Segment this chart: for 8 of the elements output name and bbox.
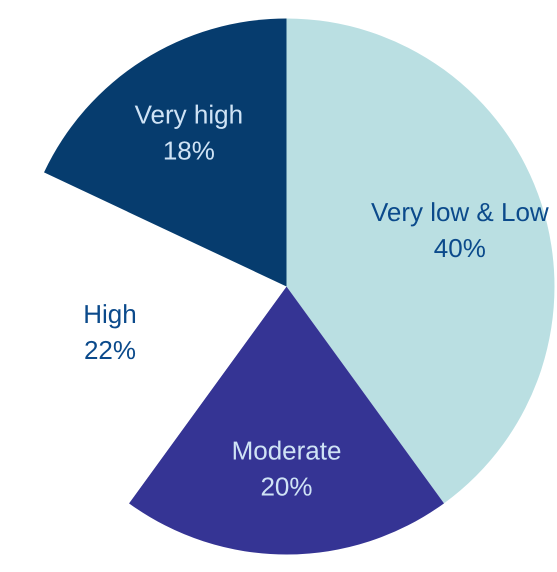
data-label: 22% [84, 334, 136, 365]
slice-label: High [83, 298, 137, 329]
data-label: 40% [434, 233, 486, 264]
slice-label: Moderate [232, 436, 342, 466]
data-label: 20% [260, 472, 313, 502]
slice-label: Very low & Low [370, 197, 549, 228]
data-label: 18% [162, 136, 215, 166]
slice-label: Very high [134, 100, 244, 130]
